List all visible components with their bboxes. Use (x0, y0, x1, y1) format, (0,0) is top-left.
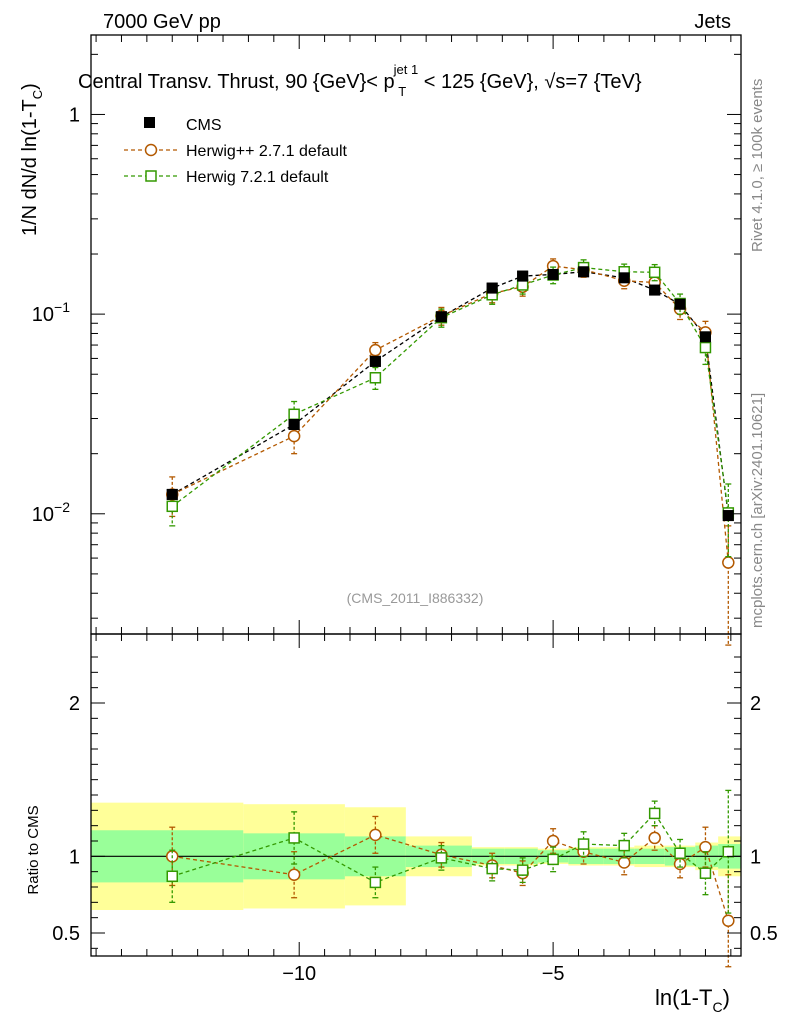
cms-line (171, 271, 729, 516)
ratio-herwigpp-point (546, 834, 560, 848)
ratio-y-tick-label-right: 2 (750, 693, 761, 715)
ratio-y-tick-label-left: 2 (69, 693, 80, 715)
ratio-herwig7-point (674, 847, 686, 860)
herwigpp-point (287, 429, 301, 443)
cms-point (722, 510, 734, 522)
herwig7-point (369, 372, 382, 384)
ratio-y-label: Ratio to CMS (25, 805, 42, 894)
legend-herwig7-marker (145, 170, 157, 182)
ratio-herwig7-point (699, 867, 712, 879)
plot-title: Central Transv. Thrust, 90 {GeV}< pjet 1… (78, 62, 642, 99)
ratio-herwig7-point (618, 839, 630, 852)
ratio-herwigpp-point (699, 840, 712, 854)
rivet-label: Rivet 4.1.0, ≥ 100k events (749, 79, 766, 252)
legend-cms-marker (144, 117, 155, 128)
y-tick-label: 10−2 (32, 499, 70, 526)
ratio-herwig7-point (288, 832, 300, 844)
cms-point (699, 331, 711, 343)
y-axis-label-sub: C (30, 90, 45, 99)
energy-label: 7000 GeV pp (103, 11, 221, 33)
cms-point (288, 419, 300, 431)
ratio-herwigpp-point (287, 868, 301, 881)
ratio-herwigpp-point (722, 914, 735, 927)
series-layer (166, 258, 735, 968)
y-tick-label: 1 (69, 104, 80, 126)
title-superscript: jet 1 (393, 62, 419, 77)
herwigpp-line (171, 265, 729, 563)
cms-point (369, 355, 381, 367)
legend: CMS Herwig++ 2.7.1 default Herwig 7.2.1 … (124, 117, 348, 186)
ratio-herwig7-point (516, 864, 529, 876)
title-subscript: T (398, 84, 406, 99)
herwigpp-point (722, 556, 735, 569)
y-axis-label: 1/N dN/d ln(1-TC) (19, 83, 45, 236)
category-label: Jets (694, 11, 731, 33)
ratio-y-tick-label-left: 1 (69, 846, 80, 868)
ratio-herwig7-point (435, 852, 448, 864)
ratio-herwig7-point (166, 870, 178, 883)
x-axis-label-sub: C (712, 999, 722, 1015)
legend-herwigpp-label: Herwig++ 2.7.1 default (186, 143, 348, 160)
herwig7-point (648, 266, 661, 279)
legend-cms-label: CMS (186, 117, 222, 134)
x-tick-label: −10 (282, 963, 316, 985)
cms-point (674, 298, 686, 310)
ratio-herwigpp-point (648, 831, 661, 845)
cms-point (547, 268, 559, 280)
cms-point (578, 266, 590, 278)
herwig7-line (171, 266, 729, 514)
ratio-herwig7-point (486, 862, 498, 875)
herwig7-point (699, 341, 712, 354)
legend-herwigpp-marker (144, 143, 158, 157)
x-axis-label: ln(1-TC) (655, 985, 730, 1015)
analysis-id: (CMS_2011_I886332) (347, 590, 484, 606)
ratio-y-tick-label-left: 0.5 (52, 923, 80, 945)
x-tick-label: −5 (542, 963, 565, 985)
ratio-herwig7-point (648, 807, 661, 820)
ratio-herwig7-point (577, 838, 590, 850)
ratio-herwigpp-point (617, 856, 631, 869)
ratio-y-tick-label-right: 1 (750, 846, 761, 868)
herwigpp-point (369, 343, 382, 357)
source-label: mcplots.cern.ch [arXiv:2401.10621] (749, 393, 766, 628)
cms-point (166, 488, 178, 500)
legend-herwig7-label: Herwig 7.2.1 default (186, 169, 329, 186)
axis-ticks: −10 −5 10−2 10−1 1 0.5 0.5 1 1 2 2 (32, 35, 778, 985)
cms-point (486, 282, 498, 294)
cms-point (618, 272, 630, 284)
ratio-herwig7-point (547, 853, 559, 866)
herwig7-point (166, 500, 178, 513)
herwig7-point (288, 408, 300, 421)
y-tick-label: 10−1 (32, 299, 70, 326)
ratio-herwig7-point (722, 845, 735, 858)
ratio-herwigpp-point (369, 828, 382, 842)
cms-point (517, 270, 529, 282)
cms-point (435, 311, 447, 323)
ratio-herwig7-point (369, 876, 382, 889)
ratio-y-tick-label-right: 0.5 (750, 923, 778, 945)
cms-point (649, 284, 661, 296)
